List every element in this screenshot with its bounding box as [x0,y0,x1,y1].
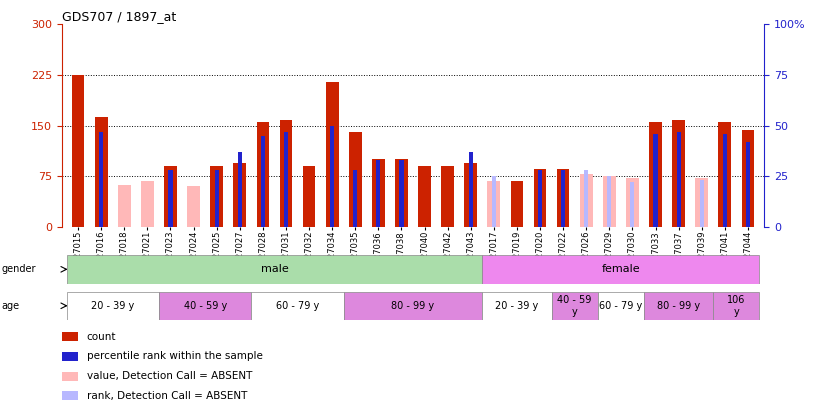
Bar [580,174,592,227]
Bar [215,170,219,227]
Bar [491,176,496,227]
Bar [418,176,431,227]
Text: female: female [601,264,640,274]
Bar [280,120,292,227]
Bar [62,352,78,361]
Bar [164,166,177,227]
Bar [630,182,634,227]
Text: 80 - 99 y: 80 - 99 y [657,301,700,311]
Bar [418,166,431,227]
Bar [676,132,681,227]
Bar [344,292,482,320]
Text: 20 - 39 y: 20 - 39 y [496,301,539,311]
Bar [325,82,339,227]
Text: male: male [260,264,288,274]
Bar [746,142,750,227]
Text: value, Detection Call = ABSENT: value, Detection Call = ABSENT [87,371,252,381]
Bar [557,169,569,227]
Bar [700,180,704,227]
Bar [561,170,565,227]
Bar [534,169,546,227]
Bar [330,126,335,227]
Bar [482,292,552,320]
Bar [141,181,154,227]
Bar [584,170,588,227]
Bar [377,160,381,227]
Bar [607,176,611,227]
Text: 60 - 79 y: 60 - 79 y [276,301,319,311]
Bar [238,152,242,227]
Bar [538,170,542,227]
Bar [302,166,316,227]
Bar [672,120,685,227]
Text: count: count [87,332,116,342]
Text: 40 - 59
y: 40 - 59 y [558,295,592,317]
Text: age: age [2,301,20,311]
Bar [644,292,713,320]
Bar [719,122,731,227]
Text: 60 - 79 y: 60 - 79 y [599,301,643,311]
Bar [487,181,501,227]
Bar [349,132,362,227]
Bar [257,122,269,227]
Bar [251,292,344,320]
Bar [441,166,454,227]
Bar [400,160,404,227]
Bar [372,159,385,227]
Bar [234,163,246,227]
Bar [72,75,84,227]
Bar [302,176,316,227]
Text: 106
y: 106 y [727,295,746,317]
Bar [695,177,708,227]
Bar [261,136,265,227]
Text: percentile rank within the sample: percentile rank within the sample [87,352,263,362]
Bar [62,333,78,341]
Bar [723,134,727,227]
Bar [598,292,644,320]
Bar [159,292,251,320]
Bar [441,176,454,227]
Bar [95,117,107,227]
Bar [211,166,223,227]
Bar [354,170,358,227]
Bar [626,178,638,227]
Bar [118,185,131,227]
Bar [62,372,78,381]
Bar [649,122,662,227]
Text: 40 - 59 y: 40 - 59 y [183,301,227,311]
Bar [62,392,78,400]
Bar [742,130,754,227]
Bar [67,292,159,320]
Text: GDS707 / 1897_at: GDS707 / 1897_at [62,10,176,23]
Text: gender: gender [2,264,36,274]
Bar [482,255,759,284]
Bar [169,170,173,227]
Bar [713,292,759,320]
Bar [395,159,408,227]
Bar [653,134,657,227]
Bar [284,132,288,227]
Bar [464,163,477,227]
Text: 80 - 99 y: 80 - 99 y [392,301,434,311]
Bar [552,292,598,320]
Bar [603,176,615,227]
Bar [188,186,200,227]
Text: rank, Detection Call = ABSENT: rank, Detection Call = ABSENT [87,391,247,401]
Bar [67,255,482,284]
Text: 20 - 39 y: 20 - 39 y [91,301,135,311]
Bar [510,181,524,227]
Bar [99,132,103,227]
Bar [468,152,472,227]
